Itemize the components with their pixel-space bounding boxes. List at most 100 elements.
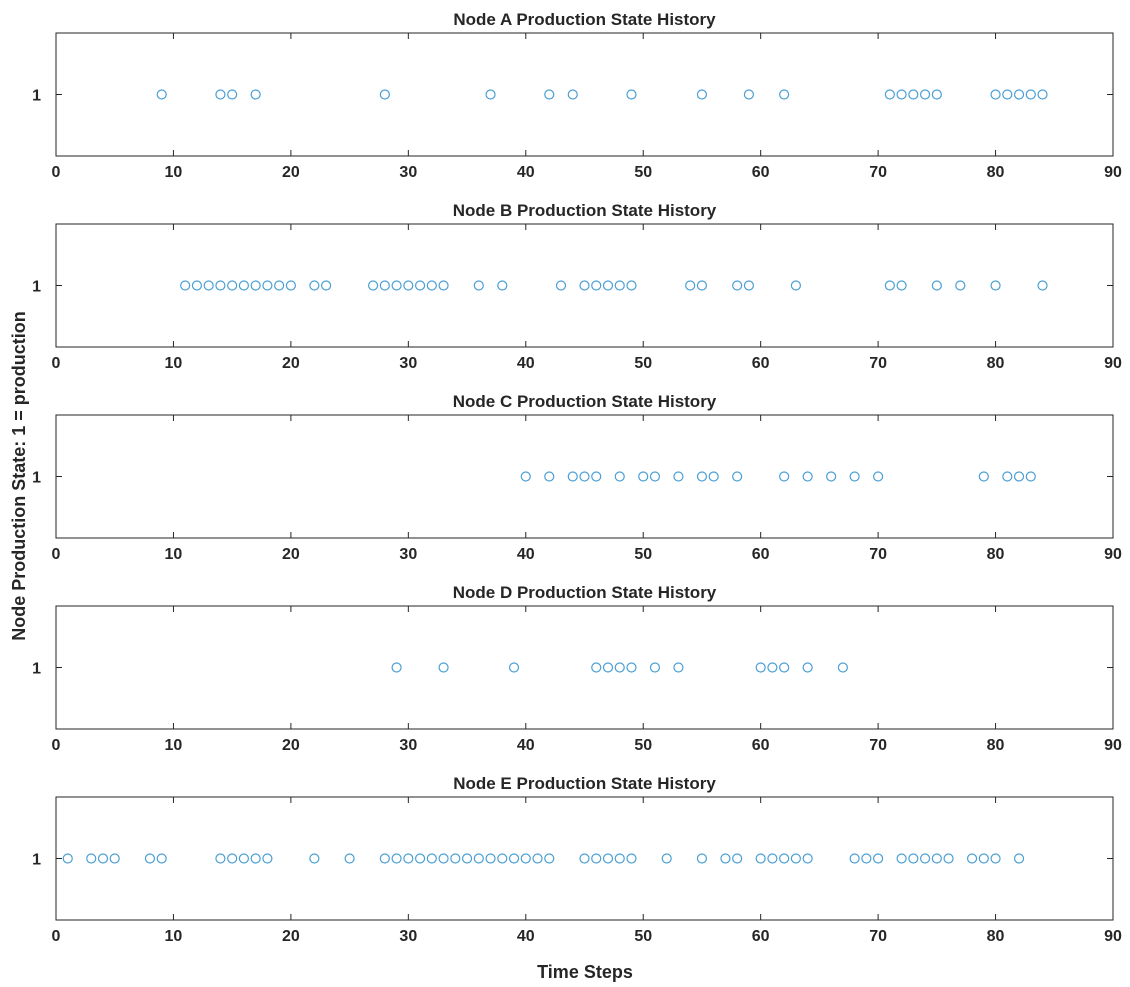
data-point [649, 471, 661, 482]
x-tick-label: 80 [987, 164, 1005, 181]
data-point [1013, 89, 1025, 100]
data-point [250, 280, 261, 291]
data-point [955, 280, 966, 291]
data-point [896, 853, 907, 864]
x-tick-label: 10 [165, 546, 183, 563]
y-tick-label: 1 [32, 470, 41, 487]
data-point [908, 89, 919, 100]
data-point [508, 853, 520, 864]
data-point [826, 471, 837, 482]
data-point [508, 662, 520, 673]
data-point [227, 280, 238, 291]
x-tick-label: 80 [987, 546, 1005, 563]
x-tick-label: 30 [399, 164, 417, 181]
x-tick-labels: 0 10 20 30 40 50 60 70 80 90 [52, 164, 1122, 181]
data-point [626, 280, 637, 291]
data-point [708, 471, 719, 482]
data-point [274, 280, 285, 291]
data-point [790, 280, 802, 291]
y-axis-label: Node Production State: 1 = production [9, 311, 29, 641]
x-tick-label: 20 [282, 546, 300, 563]
data-point [802, 471, 813, 482]
subplot-title: Node D Production State History [453, 583, 717, 602]
x-tick-label: 90 [1104, 928, 1122, 945]
data-point [873, 853, 884, 864]
x-tick-label: 60 [752, 164, 770, 181]
tick-marks [55, 415, 1114, 538]
x-tick-label: 80 [987, 355, 1005, 372]
data-point [391, 280, 402, 291]
x-tick-label: 30 [399, 546, 417, 563]
data-point [978, 853, 989, 864]
data-point [779, 662, 790, 673]
data-point [321, 280, 332, 291]
x-tick-label: 70 [869, 355, 887, 372]
data-point [802, 662, 813, 673]
subplot-title: Node E Production State History [453, 774, 716, 793]
y-tick-labels: 1 [32, 661, 41, 678]
data-point [250, 89, 261, 100]
data-point [544, 89, 555, 100]
data-point [1002, 471, 1013, 482]
data-point [579, 853, 590, 864]
data-point [579, 280, 590, 291]
data-point [884, 89, 895, 100]
data-point [755, 853, 766, 864]
x-tick-label: 10 [165, 355, 183, 372]
data-point [203, 280, 214, 291]
data-point [438, 662, 449, 673]
x-tick-label: 10 [165, 928, 183, 945]
data-point [696, 471, 708, 482]
x-tick-label: 40 [517, 355, 535, 372]
subplot-node-d: Node D Production State History 0 10 20 30 4… [32, 583, 1122, 754]
data-point [685, 280, 696, 291]
tick-marks [55, 224, 1114, 347]
data-point [614, 662, 625, 673]
data-point [309, 280, 320, 291]
data-point [567, 89, 578, 100]
data-point [379, 89, 390, 100]
data-point [802, 853, 813, 864]
data-point [1025, 471, 1036, 482]
data-point [779, 471, 790, 482]
data-point [990, 280, 1001, 291]
data-point [391, 662, 402, 673]
data-point [779, 853, 790, 864]
data-point [344, 853, 355, 864]
data-point [414, 280, 426, 291]
data-markers [156, 89, 1048, 100]
data-point [732, 853, 743, 864]
x-tick-label: 50 [634, 737, 652, 754]
data-point [473, 280, 484, 291]
y-tick-label: 1 [32, 661, 41, 678]
data-point [1037, 89, 1048, 100]
data-point [602, 280, 614, 291]
data-point [215, 89, 226, 100]
data-point [673, 471, 684, 482]
x-tick-label: 90 [1104, 164, 1122, 181]
data-point [238, 853, 250, 864]
data-point [790, 853, 802, 864]
x-tick-label: 20 [282, 355, 300, 372]
data-point [1002, 89, 1013, 100]
data-point [919, 89, 931, 100]
data-point [732, 280, 743, 291]
x-tick-label: 0 [52, 546, 61, 563]
data-point [849, 471, 860, 482]
x-tick-label: 90 [1104, 546, 1122, 563]
data-point [262, 853, 273, 864]
data-point [767, 853, 778, 864]
data-point [779, 89, 790, 100]
x-tick-label: 60 [752, 737, 770, 754]
x-tick-labels: 0 10 20 30 40 50 60 70 80 90 [52, 737, 1122, 754]
data-point [626, 853, 637, 864]
tick-marks [55, 797, 1114, 920]
data-point [97, 853, 109, 864]
subplot-node-e: Node E Production State History 0 10 20 30 4… [32, 774, 1122, 945]
x-axis-label: Time Steps [537, 962, 633, 982]
x-tick-label: 90 [1104, 737, 1122, 754]
x-tick-label: 40 [517, 737, 535, 754]
data-point [191, 280, 203, 291]
data-point [109, 853, 120, 864]
